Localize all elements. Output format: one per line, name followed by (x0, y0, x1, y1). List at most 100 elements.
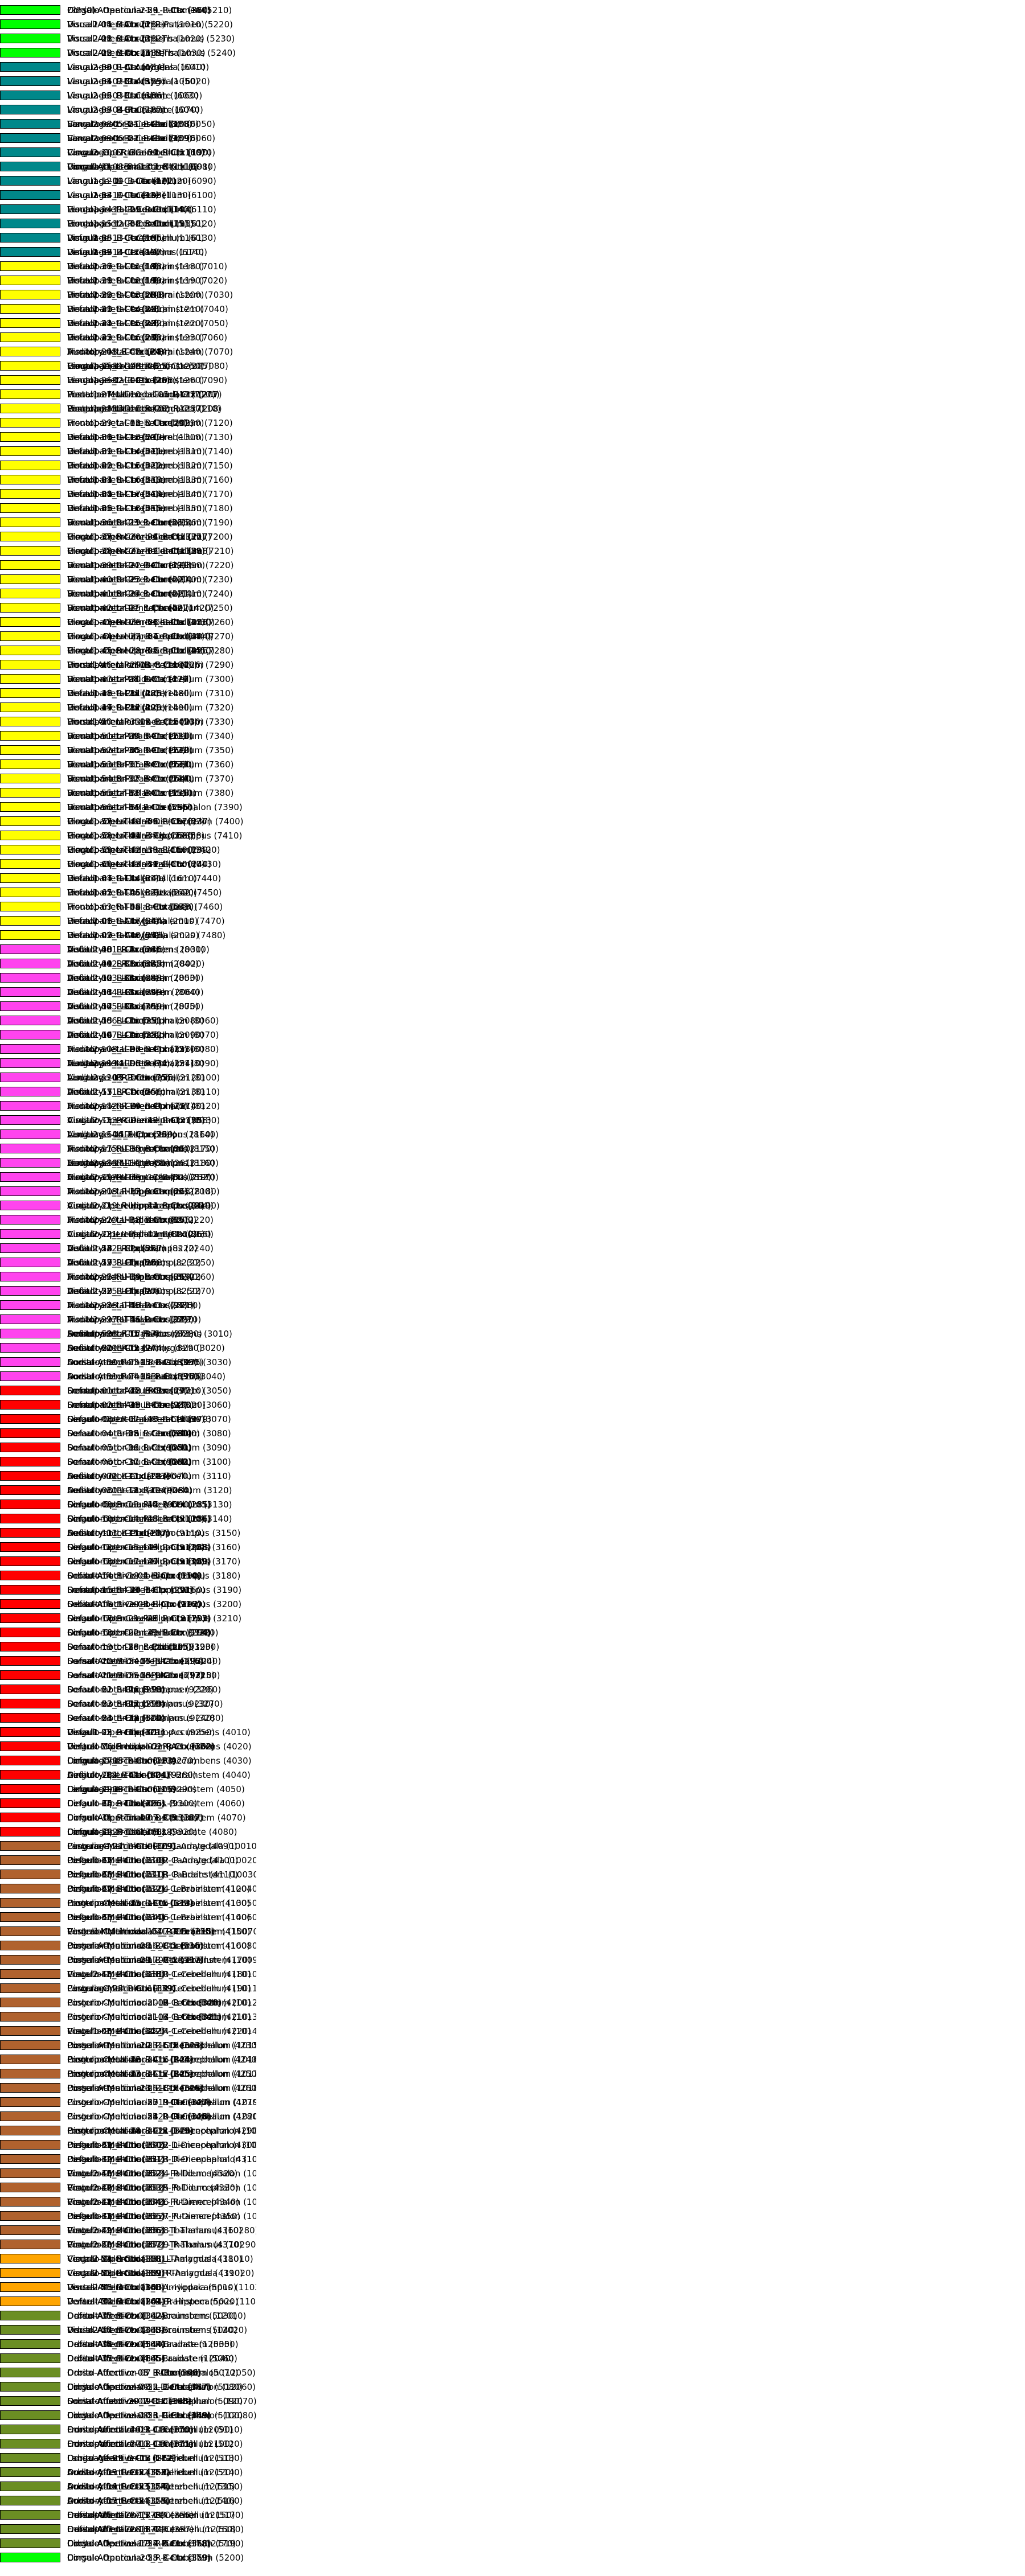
legend-label: Default-08_R-Caudate (9080) (67, 1485, 192, 1496)
legend-entry: Posterior-Multimodal-19_R-Cerebellum (10… (0, 2096, 256, 2110)
legend-entry: Posterior-Multimodal-01_L-Amygdala (1001… (0, 1839, 256, 1854)
legend-label: Default-52_L-Ctx (70) (67, 1001, 159, 1012)
legend-swatch (0, 1941, 60, 1950)
legend-label: Frontoparietal-01_L-Brainstem (7010) (67, 261, 228, 272)
legend-label: Frontoparietal-26_R-Cerebellum (7260) (67, 617, 234, 627)
legend-swatch (0, 859, 60, 869)
legend-swatch (0, 731, 60, 741)
legend-label: Posterior-Multimodal-28_L-Thalamus (1028… (67, 2225, 256, 2236)
legend-swatch (0, 2183, 60, 2192)
legend-entry: Frontoparietal-10_L-Caudate (7100) (0, 388, 256, 402)
legend-swatch (0, 2254, 60, 2263)
legend-label: Dorsal-Attention-23_L-Thalamus (5230) (67, 34, 235, 44)
legend-swatch (0, 1613, 60, 1623)
legend-entry: Language-11_R-Cerebellum (6110) (0, 203, 256, 217)
legend-label: Frontoparietal-06_L-Brainstem (7060) (67, 332, 228, 343)
legend-entry: Frontoparietal-48_R-Thalamus (7480) (0, 928, 256, 943)
legend-swatch (0, 1926, 60, 1936)
legend-entry: Default-07_L-Caudate (9070) (0, 1469, 256, 1484)
legend-swatch (0, 1357, 60, 1367)
legend-entry: Frontoparietal-26_R-Cerebellum (7260) (0, 615, 256, 630)
legend-swatch (0, 318, 60, 328)
legend-entry: Posterior-Multimodal-09_LR-Brainstem (10… (0, 1953, 256, 1967)
legend-entry: Default-31_R-Thalamus (9310) (0, 1811, 256, 1825)
legend-entry: Frontoparietal-03_LR-Brainstem (7030) (0, 288, 256, 302)
legend-entry: Default-32_R-Thalamus (9320) (0, 1825, 256, 1839)
legend-entry: Auditory-25_L-Thalamus (8250) (0, 1284, 256, 1299)
legend-entry: Dorsal-Attention-23_L-Thalamus (5230) (0, 32, 256, 46)
legend-label: Default-20_R-Diencephalon (9200) (67, 1656, 215, 1666)
legend-swatch (0, 2126, 60, 2135)
legend-entry: Frontoparietal-21_R-Cerebellum (7210) (0, 544, 256, 558)
legend-label: Default-49_L-Ctx (67) (67, 959, 159, 969)
legend-label: Somatomotor-26_L-Ctx (41) (67, 589, 186, 599)
legend-label: Posterior-Multimodal-05_L-Ctx (27) (67, 389, 216, 400)
legend-label: Auditory-17_L-Hippocampus (8170) (67, 1172, 219, 1182)
legend-label: Default-11_L-Cerebellum (9110) (67, 1528, 204, 1538)
legend-swatch (0, 1172, 60, 1182)
legend-label: Posterior-Multimodal-01_L-Amygdala (1001… (67, 1841, 256, 1851)
legend-label: Frontoparietal-30_R-Cerebellum (7300) (67, 674, 234, 684)
legend-label: Cingulo-Opercular-30_L-Ctx (10) (67, 147, 205, 158)
legend-swatch (0, 105, 60, 114)
legend-entry: Frontoparietal-06_L-Brainstem (7060) (0, 331, 256, 345)
legend-entry: Frontoparietal-02_L-Brainstem (7020) (0, 274, 256, 288)
legend-label: Posterior-Multimodal-25_R-Diencephalon (… (67, 2183, 256, 2193)
legend-label: Default-06_L-Caudate (9060) (67, 1457, 191, 1467)
legend-entry: Language-13_R-Cerebellum (6130) (0, 231, 256, 245)
legend-label: Posterior-Multimodal-18_R-Cerebellum (10… (67, 2083, 256, 2093)
legend-swatch (0, 475, 60, 484)
legend-swatch (0, 1314, 60, 1324)
legend-label: Visual1-04_L-Ctx (1) (67, 19, 154, 30)
legend-swatch (0, 1642, 60, 1651)
legend-label: Auditory-08_L-Ctx (24) (67, 347, 164, 357)
legend-entry: Frontoparietal-20_L-Cerebellum (7200) (0, 530, 256, 544)
legend-swatch (0, 532, 60, 541)
legend-entry: Posterior-Multimodal-11_L-Cerebellum (10… (0, 1982, 256, 1996)
legend-label: Visual2-29_L-Ctx (3) (67, 48, 154, 58)
legend-swatch (0, 1272, 60, 1281)
legend-label: Frontoparietal-47_L-Thalamus (7470) (67, 916, 225, 926)
legend-swatch (0, 1115, 60, 1125)
legend-entry: Default-10_L-Cerebellum (9100) (0, 1512, 256, 1526)
legend-entry: Frontoparietal-39_L-Diencephalon (7390) (0, 800, 256, 815)
legend-label: Frontoparietal-28_R-Cerebellum (7280) (67, 646, 234, 656)
legend-label: Default-03_LR-Brainstem (9030) (67, 1414, 205, 1424)
legend-label: Language-13_R-Cerebellum (6130) (67, 233, 216, 243)
legend-entry: Orbito-Affective-13_L-Putamen (12130) (0, 2480, 256, 2494)
legend-label: Auditory-09_L-Diencephalon (8090) (67, 1058, 219, 1069)
legend-swatch (0, 1343, 60, 1353)
legend-entry: Posterior-Multimodal-18_R-Cerebellum (10… (0, 2081, 256, 2096)
legend-label: Language-06_L-Cerebellum (6060) (67, 133, 216, 143)
legend-swatch (0, 2339, 60, 2349)
legend-swatch (0, 1499, 60, 1509)
legend-label: Auditory-20_L-Pallidum (8200) (67, 1215, 197, 1225)
legend-label: Default-42_L-Ctx (34) (67, 489, 159, 499)
legend-entry: Default-23_L-Hippocampus (9230) (0, 1697, 256, 1711)
legend-label: Frontoparietal-42_L-Pallidum (7420) (67, 845, 220, 855)
legend-swatch (0, 1073, 60, 1082)
legend-entry: Language-08_R-Cerebellum (6080) (0, 160, 256, 174)
legend-entry: Auditory-03_L-Brainstem (8030) (0, 971, 256, 985)
legend-swatch (0, 788, 60, 798)
legend-entry: Orbito-Affective-12_R-Pallidum (12120) (0, 2466, 256, 2480)
legend-entry: Auditory-22_R-Pallidum (8220) (0, 1242, 256, 1256)
legend-swatch (0, 1983, 60, 1993)
legend-label: Ventral-Multimodal-01_L-Amygdala (11010) (67, 2254, 253, 2264)
legend-entry: Default-16_R-Cerebellum (9160) (0, 1597, 256, 1612)
legend-label: Auditory-28_R-Thalamus (8280) (67, 1329, 202, 1339)
legend-label: Posterior-Multimodal-13_L-Cerebellum (10… (67, 2012, 256, 2022)
legend-label: Default-15_R-Cerebellum (9150) (67, 1585, 206, 1595)
legend-swatch (0, 1087, 60, 1096)
legend-entry: Posterior-Multimodal-10_L-Cerebellum (10… (0, 1967, 256, 1982)
legend-label: Posterior-Multimodal-27_R-Diencephalon (… (67, 2211, 256, 2221)
legend-entry: Frontoparietal-35_R-Cerebellum (7350) (0, 743, 256, 758)
legend-label: Frontoparietal-03_LR-Brainstem (7030) (67, 290, 233, 300)
legend-entry: Posterior-Multimodal-27_R-Diencephalon (… (0, 2209, 256, 2224)
legend-swatch (0, 361, 60, 371)
legend-label: Frontoparietal-15_L-Cerebellum (7150) (67, 461, 233, 471)
legend-swatch (0, 2140, 60, 2150)
legend-entry: Default-30_R-Thalamus (9300) (0, 1797, 256, 1811)
legend-label: Somatomotor-24_L-Ctx (39) (67, 560, 186, 570)
legend-label: Auditory-24_L-Thalamus (8240) (67, 1272, 202, 1282)
